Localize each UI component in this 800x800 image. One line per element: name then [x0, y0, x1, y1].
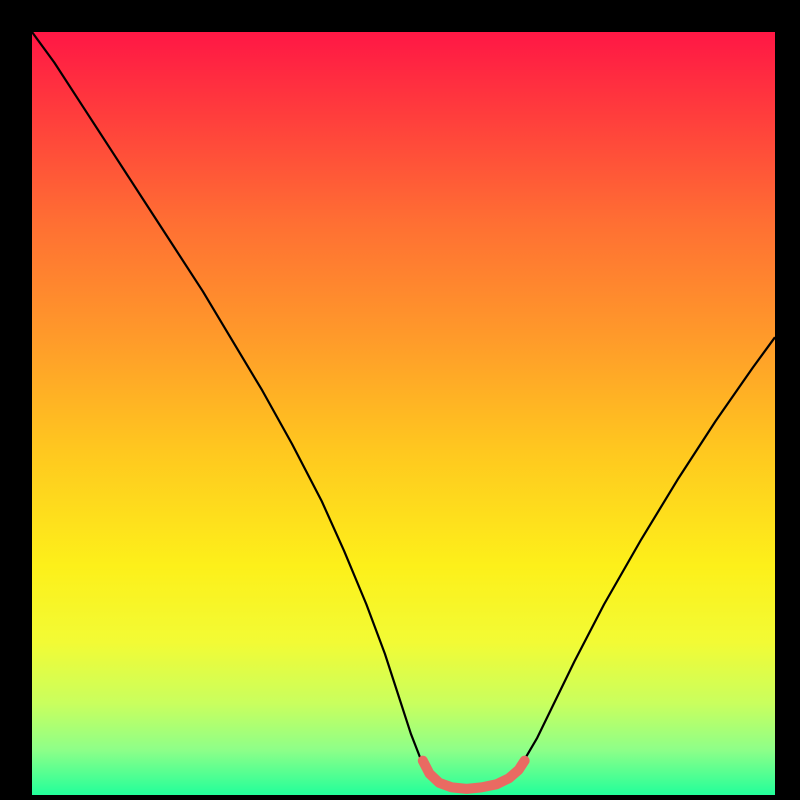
gradient-background — [32, 32, 775, 795]
plot-svg — [32, 32, 775, 795]
plot-area — [32, 32, 775, 795]
frame-border-bottom — [0, 795, 800, 800]
frame-border-top — [0, 0, 800, 32]
frame-border-right — [775, 0, 800, 800]
chart-frame: TheBottleneck.com — [0, 0, 800, 800]
frame-border-left — [0, 0, 32, 800]
